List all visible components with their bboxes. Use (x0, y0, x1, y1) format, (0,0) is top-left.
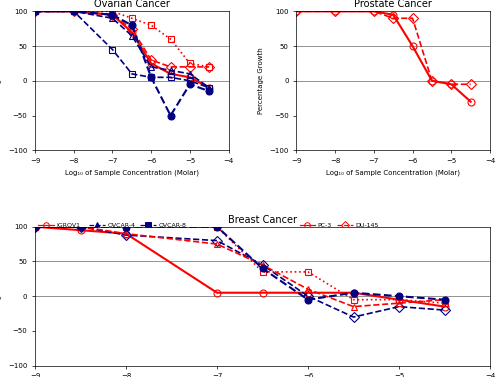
Legend: IGROV1, OVCAR-3, OVCAR-4, OVCAR-5, OVCAR-8, NCI/ADR-RES: IGROV1, OVCAR-3, OVCAR-4, OVCAR-5, OVCAR… (38, 223, 199, 235)
Title: Breast Cancer: Breast Cancer (228, 215, 297, 225)
X-axis label: Log₁₀ of Sample Concentration (Molar): Log₁₀ of Sample Concentration (Molar) (65, 170, 199, 176)
Legend: PC-3, DU-145: PC-3, DU-145 (300, 223, 378, 228)
Y-axis label: Percentage Growth: Percentage Growth (258, 48, 264, 114)
Title: Ovarian Cancer: Ovarian Cancer (94, 0, 170, 9)
Title: Prostate Cancer: Prostate Cancer (354, 0, 432, 9)
Y-axis label: Percentage Growth: Percentage Growth (0, 48, 2, 114)
X-axis label: Log₁₀ of Sample Concentration (Molar): Log₁₀ of Sample Concentration (Molar) (326, 170, 460, 176)
Y-axis label: Percentage Growth: Percentage Growth (0, 263, 2, 329)
